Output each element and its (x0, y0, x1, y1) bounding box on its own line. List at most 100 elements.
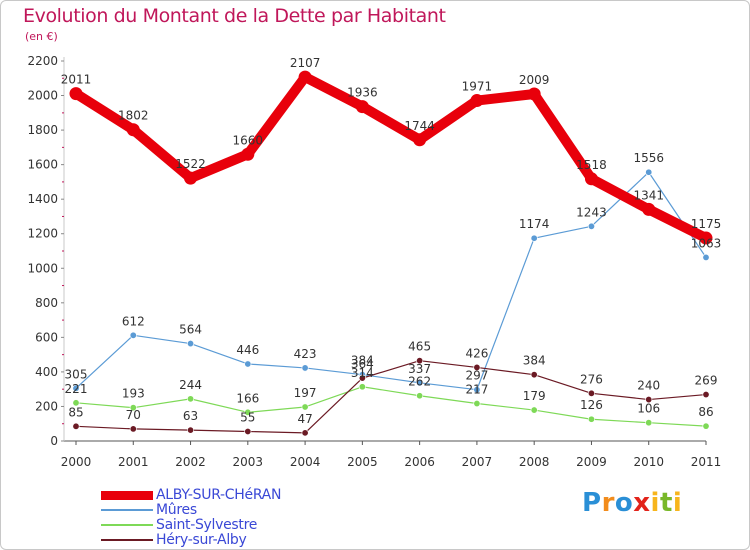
x-tick-label: 2008 (519, 455, 550, 469)
y-tick-label: 600 (35, 330, 58, 344)
data-point-3 (72, 422, 80, 430)
data-point-0 (298, 70, 312, 84)
data-label-2: 221 (65, 382, 88, 396)
data-label-1: 384 (351, 354, 374, 368)
x-tick-label: 2009 (576, 455, 607, 469)
y-tick-label: 1200 (27, 227, 58, 241)
data-point-2 (702, 422, 710, 430)
data-label-1: 423 (294, 347, 317, 361)
data-point-0 (69, 87, 83, 101)
x-tick-label: 2003 (233, 455, 264, 469)
data-label-1: 446 (236, 343, 259, 357)
data-label-1: 1556 (633, 151, 664, 165)
data-label-1: 297 (465, 369, 488, 383)
data-label-3: 465 (408, 340, 431, 354)
data-point-3 (645, 396, 653, 404)
data-point-2 (473, 400, 481, 408)
data-label-0: 1518 (576, 158, 607, 172)
data-label-2: 166 (236, 391, 259, 405)
y-tick-label: 2200 (27, 54, 58, 68)
data-label-3: 85 (68, 405, 83, 419)
data-point-1 (301, 364, 309, 372)
data-point-2 (301, 403, 309, 411)
data-point-3 (702, 391, 710, 399)
data-label-2: 126 (580, 398, 603, 412)
legend-label: Héry-sur-Alby (156, 532, 247, 548)
y-tick-label: 0 (50, 434, 58, 448)
data-point-3 (587, 389, 595, 397)
x-tick-label: 2010 (633, 455, 664, 469)
data-label-0: 2011 (61, 73, 92, 87)
legend-swatch (101, 509, 153, 511)
data-label-3: 269 (695, 374, 718, 388)
data-point-0 (699, 231, 713, 245)
y-tick-label: 1000 (27, 261, 58, 275)
x-tick-label: 2011 (691, 455, 722, 469)
data-label-2: 106 (637, 402, 660, 416)
series-line-3 (75, 360, 707, 434)
data-label-2: 197 (294, 386, 317, 400)
data-point-0 (527, 87, 541, 101)
data-point-0 (584, 172, 598, 186)
data-label-1: 1174 (519, 217, 550, 231)
series-line-0 (71, 72, 711, 244)
data-label-1: 564 (179, 323, 202, 337)
data-point-1 (702, 253, 710, 261)
data-point-2 (129, 404, 137, 412)
data-point-0 (642, 202, 656, 216)
legend-label: Mûres (156, 502, 197, 518)
y-tick-label: 1800 (27, 123, 58, 137)
data-point-1 (645, 168, 653, 176)
y-tick-label: 1600 (27, 158, 58, 172)
x-tick-label: 2006 (404, 455, 435, 469)
data-label-0: 1341 (633, 188, 664, 202)
data-point-2 (244, 408, 252, 416)
data-point-2 (530, 406, 538, 414)
data-label-3: 364 (351, 357, 374, 371)
data-label-1: 337 (408, 362, 431, 376)
data-label-0: 1971 (462, 80, 493, 94)
data-label-0: 2107 (290, 56, 321, 70)
data-point-0 (355, 100, 369, 114)
data-label-2: 179 (523, 389, 546, 403)
data-point-3 (244, 427, 252, 435)
x-tick-label: 2000 (61, 455, 92, 469)
x-tick-label: 2002 (175, 455, 206, 469)
data-point-3 (187, 426, 195, 434)
data-point-1 (587, 222, 595, 230)
y-tick-label: 400 (35, 365, 58, 379)
series-line-2 (75, 386, 707, 427)
data-label-2: 86 (698, 405, 713, 419)
series-line-1 (75, 171, 707, 391)
data-point-2 (358, 383, 366, 391)
data-label-0: 1175 (691, 217, 722, 231)
data-point-0 (413, 133, 427, 147)
data-point-0 (126, 123, 140, 137)
data-label-3: 384 (523, 354, 546, 368)
legend-label: ALBY-SUR-CHéRAN (156, 487, 282, 503)
data-label-2: 262 (408, 375, 431, 389)
legend-label: Saint-Sylvestre (156, 517, 258, 533)
data-point-0 (470, 94, 484, 108)
data-label-3: 70 (126, 408, 141, 422)
data-label-2: 217 (465, 383, 488, 397)
legend-swatch (101, 539, 153, 541)
data-label-3: 55 (240, 411, 255, 425)
data-label-1: 612 (122, 314, 145, 328)
data-point-1 (244, 360, 252, 368)
data-label-2: 244 (179, 378, 202, 392)
data-label-3: 63 (183, 409, 198, 423)
data-label-0: 1744 (404, 119, 435, 133)
data-label-3: 240 (637, 379, 660, 393)
data-point-3 (301, 429, 309, 437)
y-tick-label: 2000 (27, 89, 58, 103)
data-label-0: 1802 (118, 109, 149, 123)
chart-subtitle: (en €) (25, 30, 58, 43)
data-label-3: 426 (465, 346, 488, 360)
data-point-3 (473, 363, 481, 371)
data-label-1: 1243 (576, 205, 607, 219)
data-point-1 (416, 379, 424, 387)
legend-swatch (101, 524, 153, 526)
